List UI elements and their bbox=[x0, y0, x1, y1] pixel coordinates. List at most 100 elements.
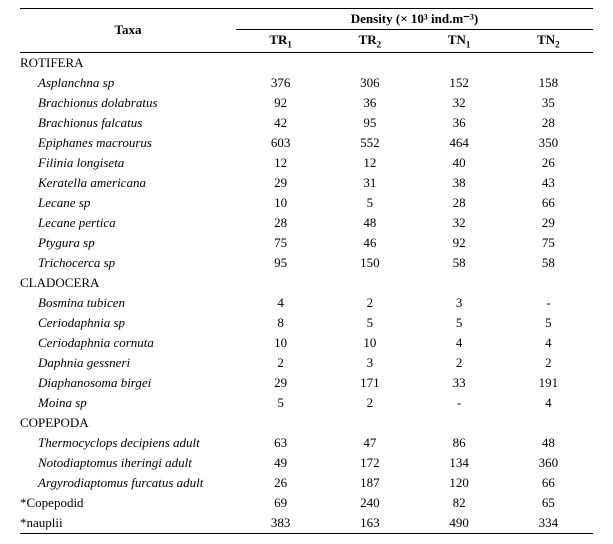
table-row: *nauplii383163490334 bbox=[20, 513, 593, 534]
table-cell: 95 bbox=[236, 253, 325, 273]
table-cell: 92 bbox=[414, 233, 503, 253]
table-cell: 2 bbox=[414, 353, 503, 373]
table-cell: 29 bbox=[236, 173, 325, 193]
table-cell: 12 bbox=[325, 153, 414, 173]
table-cell: 191 bbox=[504, 373, 593, 393]
table-cell: 490 bbox=[414, 513, 503, 534]
table-row: Argyrodiaptomus furcatus adult2618712066 bbox=[20, 473, 593, 493]
table-cell: 58 bbox=[414, 253, 503, 273]
table-row: Thermocyclops decipiens adult63478648 bbox=[20, 433, 593, 453]
table-row: Notodiaptomus iheringi adult49172134360 bbox=[20, 453, 593, 473]
table-row: Bosmina tubicen423- bbox=[20, 293, 593, 313]
table-cell: Argyrodiaptomus furcatus adult bbox=[20, 473, 236, 493]
table-cell: 383 bbox=[236, 513, 325, 534]
table-cell: Trichocerca sp bbox=[20, 253, 236, 273]
table-row: Brachionus dolabratus92363235 bbox=[20, 93, 593, 113]
table-row: Diaphanosoma birgei2917133191 bbox=[20, 373, 593, 393]
col-tr2: TR2 bbox=[325, 30, 414, 53]
table-cell: 4 bbox=[504, 393, 593, 413]
table-cell: 92 bbox=[236, 93, 325, 113]
table-cell: 29 bbox=[504, 213, 593, 233]
table-cell: 26 bbox=[504, 153, 593, 173]
table-cell: 63 bbox=[236, 433, 325, 453]
table-cell: 86 bbox=[414, 433, 503, 453]
table-cell: 4 bbox=[414, 333, 503, 353]
group-label: COPEPODA bbox=[20, 413, 593, 433]
table-cell: 82 bbox=[414, 493, 503, 513]
group-row: ROTIFERA bbox=[20, 52, 593, 73]
table-cell: 66 bbox=[504, 193, 593, 213]
table-cell: Daphnia gessneri bbox=[20, 353, 236, 373]
table-cell: 36 bbox=[325, 93, 414, 113]
table-cell: 4 bbox=[236, 293, 325, 313]
table-cell: 40 bbox=[414, 153, 503, 173]
group-row: CLADOCERA bbox=[20, 273, 593, 293]
table-cell: 33 bbox=[414, 373, 503, 393]
table-cell: 5 bbox=[325, 313, 414, 333]
table-cell: Keratella americana bbox=[20, 173, 236, 193]
table-cell: 31 bbox=[325, 173, 414, 193]
table-row: *Copepodid692408265 bbox=[20, 493, 593, 513]
table-cell: 32 bbox=[414, 213, 503, 233]
table-cell: 150 bbox=[325, 253, 414, 273]
table-cell: 48 bbox=[504, 433, 593, 453]
table-row: Trichocerca sp951505858 bbox=[20, 253, 593, 273]
table-cell: 75 bbox=[504, 233, 593, 253]
table-cell: 3 bbox=[325, 353, 414, 373]
table-cell: 10 bbox=[236, 193, 325, 213]
table-row: Lecane pertica28483229 bbox=[20, 213, 593, 233]
table-cell: 5 bbox=[236, 393, 325, 413]
header-density: Density (× 10³ ind.m⁻³) bbox=[236, 9, 593, 30]
table-cell: 306 bbox=[325, 73, 414, 93]
table-cell: 28 bbox=[504, 113, 593, 133]
table-cell: 158 bbox=[504, 73, 593, 93]
table-cell: - bbox=[504, 293, 593, 313]
table-cell: Ceriodaphnia cornuta bbox=[20, 333, 236, 353]
table-cell: 38 bbox=[414, 173, 503, 193]
table-cell: 28 bbox=[414, 193, 503, 213]
group-label: CLADOCERA bbox=[20, 273, 593, 293]
table-cell: Lecane sp bbox=[20, 193, 236, 213]
table-cell: 120 bbox=[414, 473, 503, 493]
table-cell: 49 bbox=[236, 453, 325, 473]
table-cell: 10 bbox=[325, 333, 414, 353]
table-cell: Brachionus falcatus bbox=[20, 113, 236, 133]
table-cell: - bbox=[414, 393, 503, 413]
col-tr1: TR1 bbox=[236, 30, 325, 53]
table-cell: 334 bbox=[504, 513, 593, 534]
table-cell: 360 bbox=[504, 453, 593, 473]
table-cell: 42 bbox=[236, 113, 325, 133]
table-cell: Brachionus dolabratus bbox=[20, 93, 236, 113]
col-tn1: TN1 bbox=[414, 30, 503, 53]
table-cell: 552 bbox=[325, 133, 414, 153]
header-taxa: Taxa bbox=[20, 9, 236, 53]
table-cell: 3 bbox=[414, 293, 503, 313]
table-cell: 36 bbox=[414, 113, 503, 133]
table-cell: 603 bbox=[236, 133, 325, 153]
group-label: ROTIFERA bbox=[20, 52, 593, 73]
table-cell: 5 bbox=[504, 313, 593, 333]
table-cell: 134 bbox=[414, 453, 503, 473]
table-cell: 46 bbox=[325, 233, 414, 253]
table-cell: Asplanchna sp bbox=[20, 73, 236, 93]
col-tn2: TN2 bbox=[504, 30, 593, 53]
table-cell: 2 bbox=[236, 353, 325, 373]
table-row: Ceriodaphnia cornuta101044 bbox=[20, 333, 593, 353]
table-row: Filinia longiseta12124026 bbox=[20, 153, 593, 173]
table-row: Moina sp52-4 bbox=[20, 393, 593, 413]
table-cell: 47 bbox=[325, 433, 414, 453]
table-cell: 5 bbox=[325, 193, 414, 213]
table-cell: 26 bbox=[236, 473, 325, 493]
table-cell: Notodiaptomus iheringi adult bbox=[20, 453, 236, 473]
table-cell: Ptygura sp bbox=[20, 233, 236, 253]
table-row: Lecane sp1052866 bbox=[20, 193, 593, 213]
table-cell: 75 bbox=[236, 233, 325, 253]
table-cell: Lecane pertica bbox=[20, 213, 236, 233]
table-cell: *Copepodid bbox=[20, 493, 236, 513]
table-cell: 58 bbox=[504, 253, 593, 273]
table-cell: 65 bbox=[504, 493, 593, 513]
table-cell: 152 bbox=[414, 73, 503, 93]
table-cell: 163 bbox=[325, 513, 414, 534]
table-cell: 95 bbox=[325, 113, 414, 133]
table-cell: 66 bbox=[504, 473, 593, 493]
